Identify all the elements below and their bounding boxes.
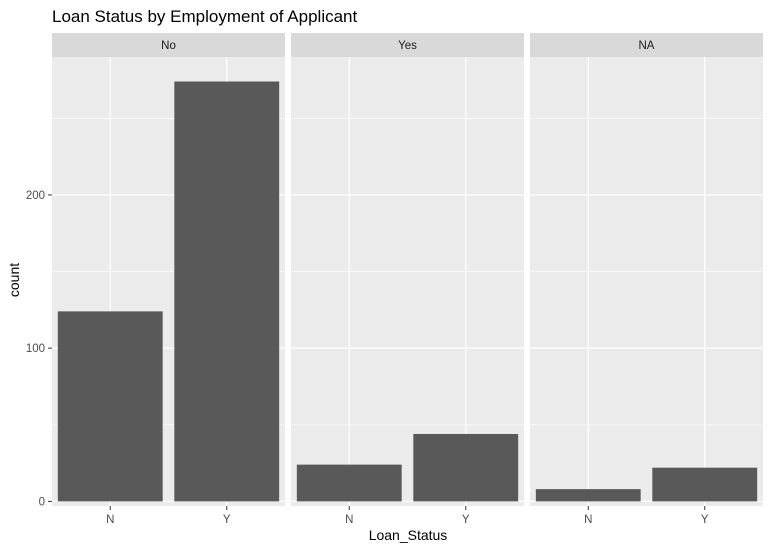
y-axis-title: count — [6, 263, 22, 297]
bar-yes-y — [413, 433, 519, 502]
chart-title: Loan Status by Employment of Applicant — [52, 7, 358, 26]
panel-background-na — [530, 57, 763, 506]
panel-background-yes — [291, 57, 524, 506]
facet-label-na: NA — [639, 40, 655, 52]
bar-no-n — [57, 311, 163, 502]
y-tick-label: 0 — [39, 496, 45, 508]
x-tick-label: Y — [701, 514, 709, 526]
x-tick-label: N — [106, 514, 114, 526]
facet-label-yes: Yes — [398, 40, 417, 52]
facet-strip-na — [530, 33, 763, 57]
x-tick-label: N — [345, 514, 353, 526]
facet-strip-no — [52, 33, 285, 57]
x-tick-label: Y — [462, 514, 470, 526]
bar-no-y — [174, 81, 280, 502]
bar-na-y — [652, 467, 758, 502]
facet-strip-yes — [291, 33, 524, 57]
plot-area: No N Y Yes N Y NA N Y 0 100 200 — [26, 33, 763, 526]
facet-label-no: No — [161, 40, 176, 52]
x-tick-label: Y — [223, 514, 231, 526]
bar-yes-n — [296, 464, 402, 502]
x-axis-title: Loan_Status — [369, 527, 448, 543]
x-tick-label: N — [584, 514, 592, 526]
y-tick-label: 200 — [26, 190, 45, 202]
bar-na-n — [535, 489, 641, 502]
y-tick-label: 100 — [26, 343, 45, 355]
